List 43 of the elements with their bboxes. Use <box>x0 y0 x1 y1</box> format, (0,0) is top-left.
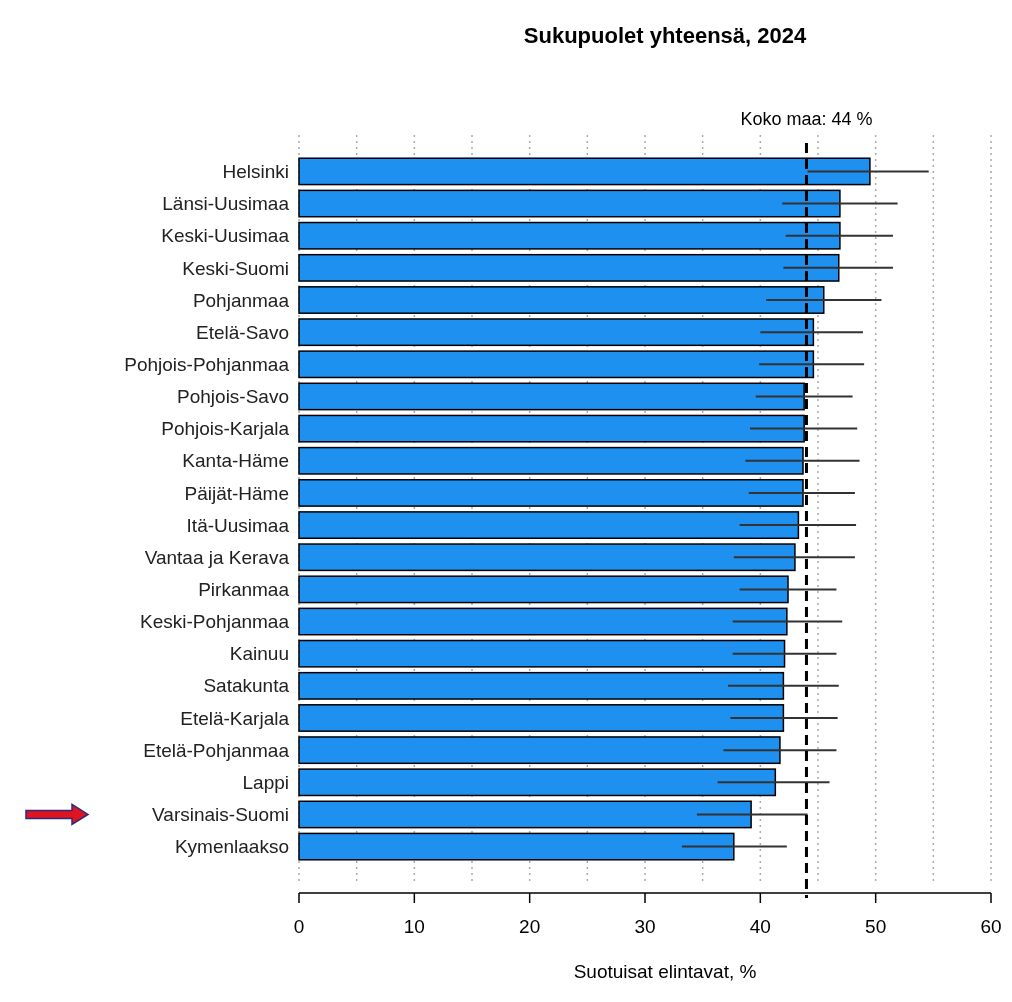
y-tick-label: Satakunta <box>203 675 290 697</box>
bar <box>298 736 781 765</box>
bar <box>298 607 788 636</box>
x-tick-label: 0 <box>293 916 305 937</box>
y-tick-label: Pohjanmaa <box>192 289 290 311</box>
y-tick-label: Pohjois-Pohjanmaa <box>124 353 290 375</box>
y-tick-label: Varsinais-Suomi <box>152 804 289 826</box>
bar <box>298 575 789 604</box>
y-tick-label: Keski-Suomi <box>182 257 289 279</box>
y-tick-label: Pohjois-Karjala <box>161 418 290 440</box>
y-tick-label: Keski-Pohjanmaa <box>140 611 290 633</box>
y-tick-label: Kanta-Häme <box>182 450 289 472</box>
x-axis-title: Suotuisat elintavat, % <box>573 961 757 982</box>
y-tick-label: Päijät-Häme <box>184 482 289 504</box>
y-tick-label: Pirkanmaa <box>198 579 290 601</box>
y-tick-label: Lappi <box>242 771 289 793</box>
x-tick-label: 60 <box>980 916 1002 937</box>
x-tick-label: 30 <box>634 916 656 937</box>
y-tick-label: Etelä-Pohjanmaa <box>143 739 290 761</box>
bar <box>298 832 735 861</box>
bar <box>298 639 786 668</box>
y-tick-label: Länsi-Uusimaa <box>162 193 290 215</box>
y-tick-label: Helsinki <box>222 161 289 183</box>
x-tick-label: 20 <box>519 916 541 937</box>
x-tick-label: 50 <box>865 916 887 937</box>
y-tick-label: Vantaa ja Kerava <box>144 546 290 568</box>
y-tick-label: Itä-Uusimaa <box>186 514 290 536</box>
y-tick-label: Etelä-Savo <box>196 321 289 343</box>
y-tick-label: Keski-Uusimaa <box>161 225 290 247</box>
bar <box>298 543 796 572</box>
x-tick-label: 40 <box>749 916 771 937</box>
chart-title: Sukupuolet yhteensä, 2024 <box>523 23 807 48</box>
bar <box>298 511 800 540</box>
bar <box>298 768 777 797</box>
bar <box>298 704 785 732</box>
y-tick-label: Etelä-Karjala <box>180 707 290 729</box>
bar <box>298 800 752 829</box>
x-tick-label: 10 <box>403 916 425 937</box>
ref-line-label: Koko maa: 44 % <box>740 109 873 129</box>
bar <box>298 671 785 700</box>
y-tick-label: Kymenlaakso <box>174 836 289 858</box>
y-tick-label: Kainuu <box>229 643 289 665</box>
y-tick-label: Pohjois-Savo <box>177 386 289 408</box>
